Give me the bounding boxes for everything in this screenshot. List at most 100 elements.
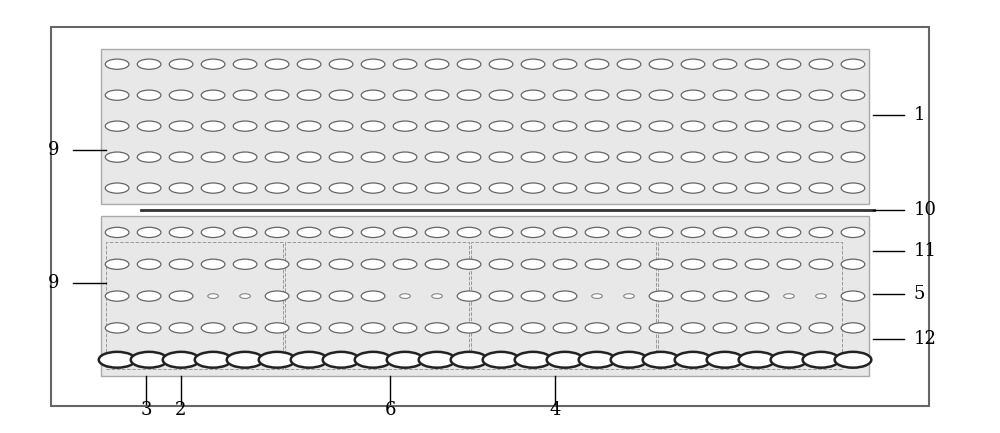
Circle shape bbox=[553, 227, 577, 238]
Circle shape bbox=[777, 152, 801, 162]
Circle shape bbox=[240, 294, 250, 298]
Circle shape bbox=[617, 259, 641, 269]
Circle shape bbox=[99, 352, 135, 368]
Circle shape bbox=[771, 352, 807, 368]
Circle shape bbox=[617, 323, 641, 333]
Text: 6: 6 bbox=[385, 401, 396, 419]
Circle shape bbox=[105, 183, 129, 193]
Circle shape bbox=[361, 323, 385, 333]
Circle shape bbox=[265, 183, 289, 193]
Circle shape bbox=[681, 121, 705, 131]
Circle shape bbox=[329, 152, 353, 162]
Circle shape bbox=[265, 323, 289, 333]
Circle shape bbox=[233, 121, 257, 131]
Circle shape bbox=[137, 259, 161, 269]
Circle shape bbox=[233, 227, 257, 238]
Circle shape bbox=[393, 152, 417, 162]
Circle shape bbox=[137, 291, 161, 301]
Circle shape bbox=[585, 59, 609, 69]
Text: 9: 9 bbox=[48, 274, 59, 292]
Text: 2: 2 bbox=[175, 401, 187, 419]
Circle shape bbox=[137, 59, 161, 69]
Circle shape bbox=[457, 152, 481, 162]
Circle shape bbox=[201, 59, 225, 69]
Circle shape bbox=[841, 121, 865, 131]
Circle shape bbox=[393, 323, 417, 333]
Circle shape bbox=[521, 90, 545, 100]
Circle shape bbox=[393, 121, 417, 131]
Circle shape bbox=[169, 323, 193, 333]
Circle shape bbox=[201, 183, 225, 193]
Circle shape bbox=[265, 227, 289, 238]
Text: 9: 9 bbox=[48, 141, 59, 159]
Circle shape bbox=[201, 90, 225, 100]
Circle shape bbox=[809, 90, 833, 100]
Circle shape bbox=[137, 227, 161, 238]
Circle shape bbox=[131, 352, 167, 368]
Circle shape bbox=[457, 90, 481, 100]
Circle shape bbox=[649, 183, 673, 193]
Circle shape bbox=[361, 183, 385, 193]
Circle shape bbox=[745, 90, 769, 100]
Circle shape bbox=[457, 183, 481, 193]
Circle shape bbox=[393, 227, 417, 238]
Circle shape bbox=[233, 59, 257, 69]
Circle shape bbox=[425, 59, 449, 69]
Circle shape bbox=[681, 323, 705, 333]
Circle shape bbox=[745, 152, 769, 162]
Circle shape bbox=[675, 352, 711, 368]
Circle shape bbox=[169, 59, 193, 69]
Circle shape bbox=[201, 121, 225, 131]
Circle shape bbox=[592, 294, 602, 298]
Circle shape bbox=[617, 227, 641, 238]
Circle shape bbox=[617, 152, 641, 162]
Circle shape bbox=[745, 121, 769, 131]
Bar bbox=[285, 242, 469, 369]
Circle shape bbox=[713, 183, 737, 193]
Circle shape bbox=[265, 59, 289, 69]
Circle shape bbox=[297, 121, 321, 131]
Circle shape bbox=[361, 90, 385, 100]
Circle shape bbox=[713, 227, 737, 238]
Circle shape bbox=[208, 294, 218, 298]
Circle shape bbox=[547, 352, 583, 368]
Circle shape bbox=[649, 59, 673, 69]
Circle shape bbox=[649, 259, 673, 269]
Circle shape bbox=[515, 352, 551, 368]
Circle shape bbox=[521, 323, 545, 333]
Circle shape bbox=[681, 183, 705, 193]
Circle shape bbox=[745, 323, 769, 333]
Circle shape bbox=[425, 227, 449, 238]
Circle shape bbox=[201, 323, 225, 333]
Bar bbox=[51, 27, 929, 406]
Circle shape bbox=[400, 294, 410, 298]
Circle shape bbox=[521, 227, 545, 238]
Circle shape bbox=[265, 259, 289, 269]
Circle shape bbox=[521, 259, 545, 269]
Circle shape bbox=[585, 259, 609, 269]
Circle shape bbox=[457, 227, 481, 238]
Circle shape bbox=[297, 291, 321, 301]
Circle shape bbox=[617, 90, 641, 100]
Circle shape bbox=[297, 227, 321, 238]
Circle shape bbox=[425, 121, 449, 131]
Circle shape bbox=[681, 90, 705, 100]
Circle shape bbox=[393, 59, 417, 69]
Circle shape bbox=[649, 152, 673, 162]
Circle shape bbox=[745, 259, 769, 269]
Circle shape bbox=[233, 183, 257, 193]
Circle shape bbox=[105, 323, 129, 333]
Bar bbox=[101, 216, 869, 376]
Circle shape bbox=[105, 121, 129, 131]
Circle shape bbox=[624, 294, 634, 298]
Circle shape bbox=[489, 259, 513, 269]
Circle shape bbox=[233, 323, 257, 333]
Bar bbox=[101, 49, 869, 204]
Circle shape bbox=[777, 90, 801, 100]
Circle shape bbox=[425, 323, 449, 333]
Circle shape bbox=[137, 183, 161, 193]
Circle shape bbox=[361, 121, 385, 131]
Circle shape bbox=[521, 121, 545, 131]
Circle shape bbox=[553, 90, 577, 100]
Circle shape bbox=[777, 121, 801, 131]
